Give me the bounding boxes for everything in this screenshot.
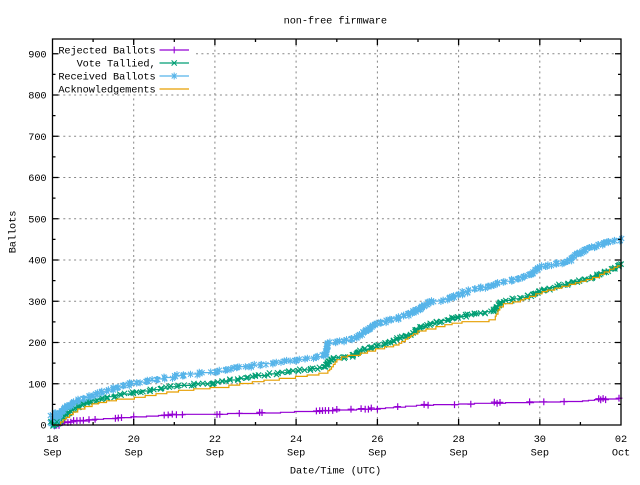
svg-text:Sep: Sep	[368, 448, 386, 460]
svg-text:Sep: Sep	[531, 448, 549, 460]
svg-text:500: 500	[28, 214, 46, 226]
svg-text:0: 0	[40, 421, 46, 433]
svg-text:Sep: Sep	[125, 448, 143, 460]
svg-text:26: 26	[371, 434, 383, 446]
svg-text:30: 30	[534, 434, 546, 446]
svg-text:Rejected Ballots: Rejected Ballots	[58, 46, 155, 58]
svg-text:Sep: Sep	[287, 448, 305, 460]
svg-text:100: 100	[28, 379, 46, 391]
svg-text:Ballots: Ballots	[8, 211, 20, 254]
svg-text:Received Ballots: Received Ballots	[58, 72, 155, 84]
svg-text:600: 600	[28, 173, 46, 185]
svg-text:28: 28	[452, 434, 464, 446]
svg-text:Vote Tallied,: Vote Tallied,	[77, 59, 156, 71]
svg-text:700: 700	[28, 132, 46, 144]
svg-text:20: 20	[128, 434, 140, 446]
svg-text:Oct: Oct	[612, 448, 630, 460]
svg-text:02: 02	[615, 434, 627, 446]
svg-text:Sep: Sep	[206, 448, 224, 460]
svg-text:non-free firmware: non-free firmware	[284, 15, 387, 27]
svg-text:Sep: Sep	[43, 448, 61, 460]
svg-text:18: 18	[46, 434, 58, 446]
svg-text:24: 24	[290, 434, 302, 446]
svg-text:200: 200	[28, 338, 46, 350]
svg-text:400: 400	[28, 256, 46, 268]
svg-text:900: 900	[28, 49, 46, 61]
svg-text:22: 22	[209, 434, 221, 446]
svg-text:Acknowledgements: Acknowledgements	[58, 85, 155, 97]
svg-text:300: 300	[28, 297, 46, 309]
svg-text:800: 800	[28, 91, 46, 103]
svg-text:Date/Time (UTC): Date/Time (UTC)	[290, 466, 381, 478]
svg-text:Sep: Sep	[449, 448, 467, 460]
